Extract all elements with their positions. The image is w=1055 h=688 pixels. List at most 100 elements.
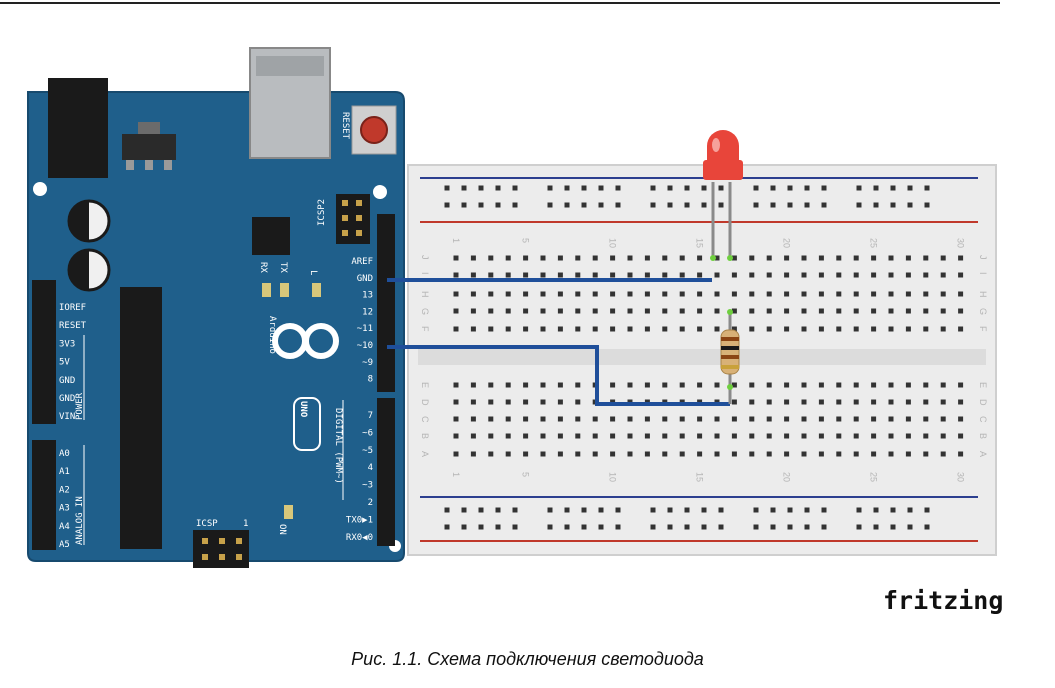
rail-hole <box>924 202 930 208</box>
rail-hole <box>873 507 879 513</box>
bb-hole <box>940 255 946 261</box>
bb-hole <box>749 308 755 314</box>
resistor-band <box>721 346 739 350</box>
bb-hole <box>784 451 790 457</box>
rail-hole <box>684 185 690 191</box>
bb-hole <box>853 326 859 332</box>
bb-hole <box>766 291 772 297</box>
rail-hole <box>787 524 793 530</box>
bb-hole <box>453 326 459 332</box>
header-pin <box>219 554 225 560</box>
bb-hole <box>610 326 616 332</box>
bb-hole <box>610 451 616 457</box>
led <box>703 130 743 261</box>
bb-hole <box>749 255 755 261</box>
bb-hole <box>784 255 790 261</box>
column-number: 5 <box>521 238 531 243</box>
bb-hole <box>644 382 650 388</box>
bb-hole <box>610 291 616 297</box>
bb-hole <box>784 308 790 314</box>
on-led <box>284 505 293 519</box>
row-letter: A <box>978 451 988 457</box>
row-letter: B <box>420 433 430 439</box>
bb-hole <box>818 451 824 457</box>
digital-pin-label: ~10 <box>357 341 373 351</box>
row-letter: F <box>978 326 988 332</box>
analog-pin-label: A4 <box>59 522 70 532</box>
bb-hole <box>540 272 546 278</box>
rail-hole <box>718 507 724 513</box>
rail-hole <box>701 524 707 530</box>
bb-hole <box>523 308 529 314</box>
bb-hole <box>523 291 529 297</box>
row-letters: J J I I H H G G F F E E D D C C B B A A <box>420 255 988 457</box>
bb-hole <box>818 308 824 314</box>
bb-hole <box>853 399 859 405</box>
bb-hole <box>575 255 581 261</box>
bb-hole <box>470 291 476 297</box>
regulator-leg <box>145 160 153 170</box>
rail-hole <box>615 524 621 530</box>
bb-hole <box>731 382 737 388</box>
bb-hole <box>627 382 633 388</box>
bb-hole <box>557 416 563 422</box>
row-letter: H <box>978 291 988 298</box>
rail-hole <box>873 185 879 191</box>
bb-hole <box>679 382 685 388</box>
tx-led <box>280 283 289 297</box>
icsp-header <box>193 530 249 568</box>
breadboard: 1 5 10 15 20 25 30 1 5 10 15 20 25 30 J JI IH HG GF FE ED D… <box>407 164 997 556</box>
rail-hole <box>856 507 862 513</box>
power-pin-label: VIN <box>59 412 75 422</box>
led-highlight <box>712 138 720 152</box>
rail-hole <box>581 507 587 513</box>
bb-hole <box>575 451 581 457</box>
reset-label: RESET <box>340 112 350 140</box>
row-letter: D <box>420 399 430 406</box>
row-letter: J <box>978 255 988 260</box>
bb-hole <box>871 308 877 314</box>
rail-hole <box>478 185 484 191</box>
bb-hole <box>488 451 494 457</box>
header-pins <box>202 200 362 560</box>
bb-hole <box>714 255 720 261</box>
rail-hole <box>718 202 724 208</box>
digital-pin-label: 13 <box>362 291 373 301</box>
rail-hole <box>856 202 862 208</box>
tx-label: TX <box>278 262 288 273</box>
bb-hole <box>871 326 877 332</box>
bb-hole <box>853 291 859 297</box>
bb-hole <box>871 451 877 457</box>
rail-hole <box>856 185 862 191</box>
bb-hole <box>453 433 459 439</box>
bb-hole <box>644 291 650 297</box>
bb-hole <box>871 382 877 388</box>
bb-hole <box>540 433 546 439</box>
bb-hole <box>470 416 476 422</box>
bb-hole <box>888 291 894 297</box>
bb-hole <box>731 399 737 405</box>
bb-hole <box>575 382 581 388</box>
bb-hole <box>662 326 668 332</box>
rail-hole <box>907 524 913 530</box>
bb-hole <box>940 433 946 439</box>
bb-hole <box>540 308 546 314</box>
analog-label: ANALOG IN <box>75 496 85 545</box>
bb-hole <box>557 433 563 439</box>
bb-hole <box>627 308 633 314</box>
bb-hole <box>697 416 703 422</box>
bb-hole <box>644 451 650 457</box>
bb-hole <box>523 416 529 422</box>
rail-hole <box>667 185 673 191</box>
column-number: 15 <box>695 238 705 248</box>
column-number: 1 <box>451 472 461 477</box>
bb-hole <box>592 326 598 332</box>
bb-hole <box>923 291 929 297</box>
resistor-pin-marker <box>727 309 733 315</box>
bb-hole <box>923 433 929 439</box>
bb-hole <box>575 291 581 297</box>
bb-hole <box>697 433 703 439</box>
bb-hole <box>923 451 929 457</box>
rail-hole <box>615 202 621 208</box>
